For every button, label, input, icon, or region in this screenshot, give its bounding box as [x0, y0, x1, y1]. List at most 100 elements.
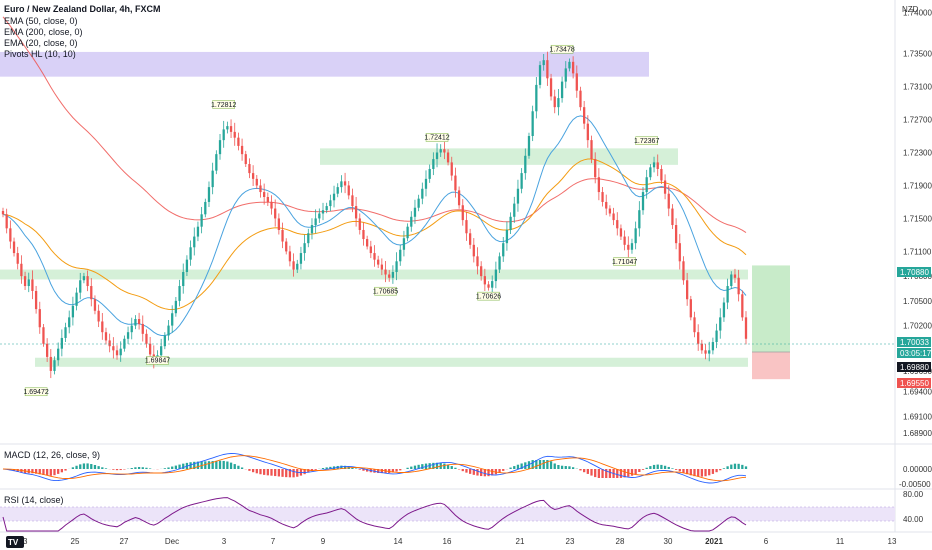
- candle-body: [682, 261, 685, 281]
- candle-body: [34, 290, 38, 310]
- candle-body: [329, 200, 332, 207]
- candle-body: [93, 299, 97, 311]
- candle-body: [571, 61, 575, 74]
- time-tick: 2021: [705, 537, 723, 546]
- macd-bar: [413, 465, 417, 469]
- price-tick: 1.72300: [903, 148, 932, 157]
- macd-bar: [27, 469, 30, 474]
- long-position-tool[interactable]: [752, 265, 790, 380]
- time-tick: 9: [321, 537, 326, 546]
- candle-body: [538, 65, 542, 85]
- macd-bar: [71, 467, 75, 469]
- candle-body: [417, 198, 420, 208]
- candle-body: [204, 201, 207, 215]
- macd-bar: [274, 469, 277, 477]
- candle-body: [336, 187, 339, 194]
- candle-body: [402, 238, 406, 250]
- macd-bar: [222, 460, 225, 469]
- macd-bar: [450, 466, 453, 469]
- candle-body: [332, 193, 336, 201]
- macd-bar: [513, 466, 516, 469]
- candle-body: [660, 168, 663, 181]
- candle-body: [472, 244, 475, 257]
- macd-bar: [115, 469, 119, 471]
- macd-bar: [174, 465, 178, 469]
- candle-body: [163, 335, 166, 347]
- legend-pivots: Pivots HL (10, 10): [4, 49, 76, 59]
- candle-body: [145, 333, 148, 344]
- macd-bar: [307, 469, 310, 473]
- svg-text:1.70033: 1.70033: [900, 338, 929, 347]
- macd-bar: [182, 463, 185, 469]
- macd-bar: [60, 469, 63, 473]
- candle-body: [542, 60, 545, 66]
- candle-body: [656, 162, 659, 169]
- macd-legend: MACD (12, 26, close, 9): [4, 450, 100, 460]
- macd-bar: [259, 469, 262, 475]
- candle-body: [553, 96, 556, 108]
- candle-body: [630, 243, 634, 250]
- candle-body: [185, 259, 189, 273]
- candle-body: [384, 269, 387, 275]
- macd-bar: [608, 469, 612, 478]
- candle-body: [303, 243, 306, 254]
- candle-body: [634, 228, 637, 244]
- candle-body: [546, 60, 549, 79]
- pivot-label: 1.71047: [612, 257, 637, 266]
- candle-body: [307, 233, 310, 244]
- pivot-label: 1.69472: [23, 387, 49, 396]
- macd-pane[interactable]: [2, 453, 748, 484]
- price-tick: 1.74000: [903, 8, 932, 17]
- macd-bar: [630, 469, 634, 476]
- candle-body: [263, 192, 266, 198]
- macd-bar: [491, 469, 494, 476]
- candle-body: [619, 228, 623, 237]
- macd-bar: [189, 462, 192, 469]
- macd-bar: [516, 464, 520, 469]
- macd-bar: [53, 469, 56, 476]
- macd-bar: [697, 469, 700, 477]
- price-label: 03:05:17: [897, 348, 932, 358]
- time-tick: 3: [222, 537, 227, 546]
- candle-body: [483, 276, 486, 285]
- candle-body: [674, 225, 678, 244]
- candle-body: [318, 213, 321, 219]
- candle-body: [244, 154, 247, 165]
- candle-body: [97, 310, 100, 322]
- macd-bar: [586, 469, 589, 474]
- candle-body: [708, 350, 711, 354]
- candle-body: [53, 360, 56, 371]
- candle-body: [678, 243, 681, 262]
- macd-bar: [542, 460, 545, 469]
- candle-body: [744, 317, 748, 339]
- candle-body: [726, 286, 729, 303]
- candle-body: [461, 205, 464, 221]
- macd-bar: [417, 464, 420, 469]
- macd-line: [2, 453, 747, 484]
- macd-bar: [196, 461, 200, 469]
- candle-body: [737, 277, 740, 295]
- candle-body: [601, 192, 604, 202]
- candle-body: [171, 313, 174, 326]
- candle-body: [388, 274, 391, 278]
- time-axis[interactable]: 232527Dec379141621232830202161113: [19, 537, 897, 546]
- position-target-area: [752, 265, 790, 352]
- candle-body: [549, 78, 553, 97]
- macd-bar: [351, 467, 354, 469]
- macd-bar: [343, 465, 347, 469]
- macd-bar: [119, 469, 122, 471]
- candle-body: [137, 319, 141, 324]
- candle-body: [502, 243, 505, 257]
- macd-bar: [700, 469, 704, 477]
- price-tick: 1.70500: [903, 297, 932, 306]
- macd-bar: [233, 464, 236, 469]
- candle-body: [428, 168, 431, 179]
- macd-bar: [645, 467, 648, 469]
- macd-bar: [619, 469, 623, 478]
- macd-bar: [711, 469, 715, 474]
- candle-body: [101, 321, 104, 333]
- candle-body: [215, 154, 218, 171]
- rsi-tick-0: 80.00: [903, 490, 924, 499]
- candle-body: [586, 123, 589, 141]
